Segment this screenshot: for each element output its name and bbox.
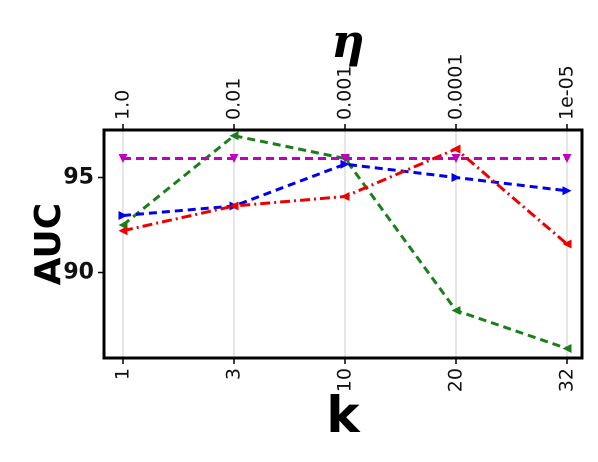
x-tick-label: 3 xyxy=(223,368,245,380)
y-tick-label: 95 xyxy=(63,165,94,190)
series-point xyxy=(451,144,461,154)
top-tick-label: 0.0001 xyxy=(445,54,467,120)
series-point xyxy=(451,306,461,315)
series-point xyxy=(229,131,239,141)
series-point xyxy=(118,226,128,236)
x-axis-title: k xyxy=(326,386,361,444)
ticks-group: 1 3 10 20 32 1.0 0.01 0.001 0.0001 1e-05 90 95 xyxy=(63,54,577,393)
top-tick-label: 1e-05 xyxy=(556,65,578,120)
x-tick-label: 10 xyxy=(334,368,356,392)
y-axis-title: AUC xyxy=(28,203,69,285)
series-point xyxy=(451,154,461,163)
x-tick-label: 20 xyxy=(445,368,467,392)
series-point xyxy=(562,154,572,163)
series-group xyxy=(118,131,572,353)
series-point xyxy=(340,154,350,163)
top-tick-label: 0.001 xyxy=(334,66,356,120)
x-tick-label: 32 xyxy=(556,368,578,392)
x-tick-label: 1 xyxy=(112,368,134,380)
series-point xyxy=(118,154,128,163)
y-tick-label: 90 xyxy=(63,260,94,285)
top-tick-label: 0.01 xyxy=(223,78,245,120)
series-point xyxy=(118,211,128,220)
plot-frame xyxy=(102,128,584,360)
series-point xyxy=(562,186,572,196)
series-point xyxy=(562,239,572,249)
top-tick-label: 1.0 xyxy=(112,90,134,120)
series-point xyxy=(229,154,239,163)
series-point xyxy=(118,220,128,230)
series-point xyxy=(340,192,350,201)
series-point xyxy=(562,344,572,353)
series-point xyxy=(229,201,239,211)
series-point xyxy=(451,173,461,182)
top-axis-title: η xyxy=(331,14,364,68)
series-point xyxy=(340,159,350,169)
series-line xyxy=(122,134,568,350)
